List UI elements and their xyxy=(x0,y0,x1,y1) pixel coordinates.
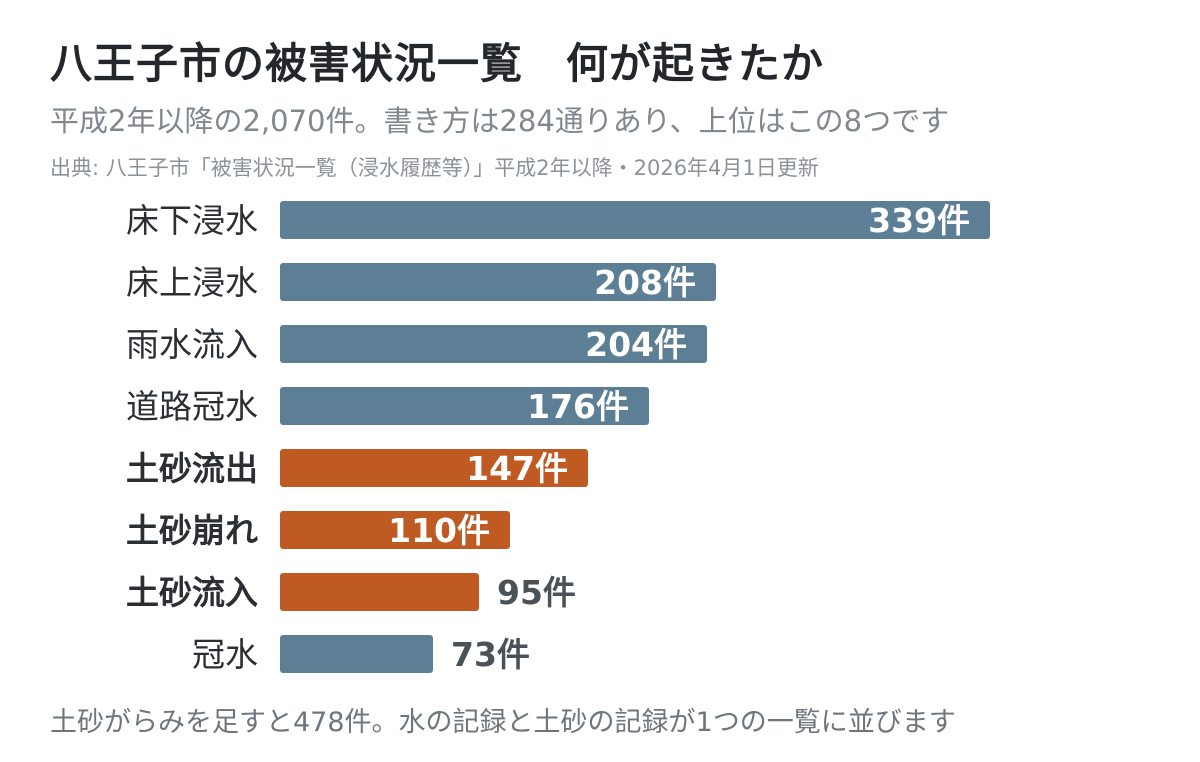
bar xyxy=(280,511,510,549)
bar-row: 雨水流入 204件 xyxy=(126,325,707,364)
value-label: 95件 xyxy=(497,573,576,612)
source-note: 出典: 八王子市「被害状況一覧（浸水履歴等）」平成2年以降・2026年4月1日更… xyxy=(50,156,819,180)
value-label: 110件 xyxy=(388,511,490,550)
bar xyxy=(280,201,990,239)
bar-row: 道路冠水 176件 xyxy=(126,387,649,426)
category-label: 床下浸水 xyxy=(126,201,258,240)
bar-row: 土砂流入 95件 xyxy=(126,573,576,612)
value-label: 176件 xyxy=(527,387,629,426)
value-label: 208件 xyxy=(594,263,696,302)
category-label: 土砂崩れ xyxy=(126,511,258,550)
chart-title: 八王子市の被害状況一覧 何が起きたか xyxy=(50,39,825,88)
category-label: 土砂流入 xyxy=(126,573,258,612)
category-label: 道路冠水 xyxy=(126,387,258,426)
bar-row: 冠水 73件 xyxy=(192,635,530,674)
bar-row: 土砂崩れ 110件 xyxy=(126,511,510,550)
chart-subtitle: 平成2年以降の2,070件。書き方は284通りあり、上位はこの8つです xyxy=(50,104,950,138)
bar xyxy=(280,635,433,673)
bar xyxy=(280,573,479,611)
category-label: 床上浸水 xyxy=(126,263,258,302)
bar xyxy=(280,325,707,363)
category-label: 雨水流入 xyxy=(126,325,258,364)
footer-note: 土砂がらみを足すと478件。水の記録と土砂の記録が1つの一覧に並びます xyxy=(50,707,956,738)
bar xyxy=(280,387,649,425)
value-label: 339件 xyxy=(868,201,970,240)
bar xyxy=(280,263,716,301)
bar-row: 土砂流出 147件 xyxy=(126,449,588,488)
bar-row: 床上浸水 208件 xyxy=(126,263,716,302)
value-label: 73件 xyxy=(451,635,530,674)
bar-row: 床下浸水 339件 xyxy=(126,201,990,240)
bar xyxy=(280,449,588,487)
value-label: 204件 xyxy=(585,325,687,364)
value-label: 147件 xyxy=(466,449,568,488)
category-label: 土砂流出 xyxy=(126,449,258,488)
category-label: 冠水 xyxy=(192,635,258,674)
